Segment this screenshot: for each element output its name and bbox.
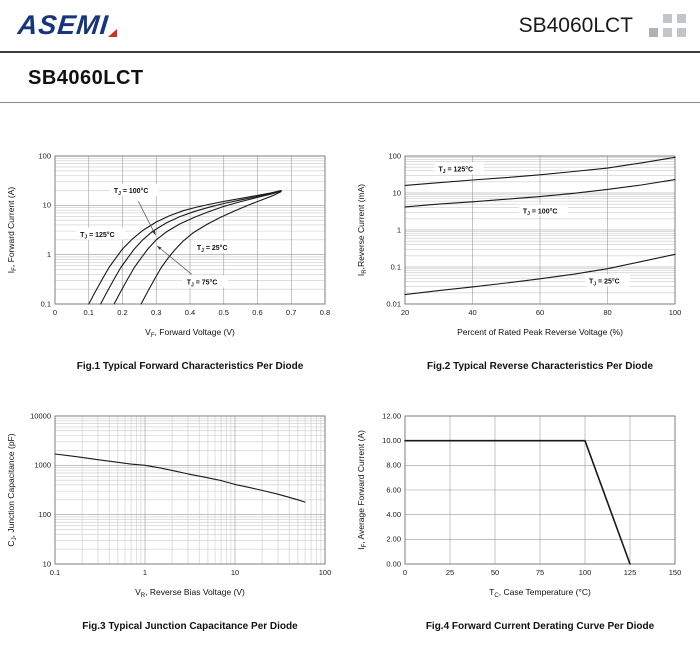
svg-text:0.8: 0.8 — [320, 308, 330, 317]
figure-3-junction-capacitance: 0.1 1 10 100 10 100 1000 10000 CJ, Junction Capa… — [0, 408, 350, 632]
logo-red-accent-icon — [107, 29, 117, 37]
svg-text:TJ = 125°C: TJ = 125°C — [439, 165, 474, 175]
figure-2-caption: Fig.2 Typical Reverse Characteristics Pe… — [426, 361, 654, 372]
svg-text:CJ, Junction Capacitance (pF): CJ, Junction Capacitance (pF) — [6, 433, 18, 546]
svg-text:0.6: 0.6 — [252, 308, 262, 317]
page-title: SB4060LCT — [28, 67, 144, 89]
svg-text:20: 20 — [401, 308, 409, 317]
asemi-logo: ASEMI — [16, 10, 117, 41]
svg-text:TJ = 75°C: TJ = 75°C — [187, 279, 218, 289]
svg-text:6.00: 6.00 — [386, 485, 401, 494]
title-divider — [0, 102, 700, 103]
svg-text:25: 25 — [446, 568, 454, 577]
svg-text:80: 80 — [603, 308, 611, 317]
figure-1-forward-characteristics: 0 0.1 0.2 0.3 0.4 0.5 0.6 0.7 0.8 0.1 1 10 100 TJ = 1… — [0, 148, 350, 372]
svg-text:1: 1 — [143, 568, 147, 577]
svg-text:12.00: 12.00 — [382, 411, 401, 420]
header-right: SB4060LCT — [519, 14, 688, 38]
figure-4-derating-curve: 0 25 50 75 100 125 150 0.00 2.00 4.00 6.00 8.00 10.0… — [350, 408, 700, 632]
svg-text:4.00: 4.00 — [386, 510, 401, 519]
svg-text:TJ = 125°C: TJ = 125°C — [80, 231, 115, 241]
charts-grid: 0 0.1 0.2 0.3 0.4 0.5 0.6 0.7 0.8 0.1 1 10 100 TJ = 1… — [0, 148, 700, 632]
svg-text:100: 100 — [669, 308, 682, 317]
svg-text:VR, Reverse Bias Voltage (V): VR, Reverse Bias Voltage (V) — [135, 587, 245, 599]
svg-text:0.00: 0.00 — [386, 559, 401, 568]
svg-text:TJ = 100°C: TJ = 100°C — [114, 187, 149, 197]
svg-text:100: 100 — [388, 151, 401, 160]
svg-text:0.4: 0.4 — [185, 308, 195, 317]
svg-text:40: 40 — [468, 308, 476, 317]
svg-text:10.00: 10.00 — [382, 436, 401, 445]
svg-text:1: 1 — [47, 250, 51, 259]
svg-text:10: 10 — [43, 559, 51, 568]
svg-text:10: 10 — [393, 188, 401, 197]
corner-squares-decoration — [649, 14, 686, 37]
svg-text:VF, Forward Voltage (V): VF, Forward Voltage (V) — [145, 327, 235, 339]
svg-text:0.7: 0.7 — [286, 308, 296, 317]
svg-text:50: 50 — [491, 568, 499, 577]
svg-text:0.2: 0.2 — [117, 308, 127, 317]
square-decoration — [663, 28, 672, 37]
asemi-logo-text: ASEMI — [16, 10, 111, 40]
svg-text:0.5: 0.5 — [219, 308, 229, 317]
svg-text:2.00: 2.00 — [386, 535, 401, 544]
svg-text:10: 10 — [43, 201, 51, 210]
svg-text:0.3: 0.3 — [151, 308, 161, 317]
figure-4-plot: 0 25 50 75 100 125 150 0.00 2.00 4.00 6.00 8.00 10.0… — [356, 411, 682, 599]
figure-2-plot: 20 40 60 80 100 0.01 0.1 1 10 100 TJ = 125°C TJ = 1… — [356, 151, 682, 337]
svg-text:TJ = 100°C: TJ = 100°C — [523, 207, 558, 217]
svg-text:TJ = 25°C: TJ = 25°C — [589, 278, 620, 288]
svg-text:0.1: 0.1 — [50, 568, 60, 577]
figure-3-caption: Fig.3 Typical Junction Capacitance Per D… — [82, 621, 298, 632]
svg-text:0.1: 0.1 — [391, 262, 401, 271]
figure-2-reverse-characteristics: 20 40 60 80 100 0.01 0.1 1 10 100 TJ = 125°C TJ = 1… — [350, 148, 700, 372]
svg-text:10000: 10000 — [30, 411, 51, 420]
svg-text:10: 10 — [231, 568, 239, 577]
header-part-number: SB4060LCT — [518, 13, 633, 37]
svg-text:IR,Reverse Current (mA): IR,Reverse Current (mA) — [356, 184, 368, 276]
svg-text:0.1: 0.1 — [41, 299, 51, 308]
svg-text:100: 100 — [579, 568, 592, 577]
svg-text:TJ = 25°C: TJ = 25°C — [197, 244, 228, 254]
svg-text:100: 100 — [38, 151, 51, 160]
square-decoration — [649, 28, 658, 37]
svg-text:0: 0 — [53, 308, 57, 317]
svg-text:8.00: 8.00 — [386, 461, 401, 470]
svg-text:125: 125 — [624, 568, 637, 577]
svg-text:75: 75 — [536, 568, 544, 577]
svg-text:IF, Average Forward Current (A: IF, Average Forward Current (A) — [356, 430, 368, 550]
svg-text:60: 60 — [536, 308, 544, 317]
figure-3-plot: 0.1 1 10 100 10 100 1000 10000 CJ, Junction Capa… — [6, 411, 332, 599]
svg-text:0.01: 0.01 — [386, 299, 401, 308]
square-decoration — [677, 28, 686, 37]
svg-text:150: 150 — [669, 568, 682, 577]
svg-text:1: 1 — [397, 225, 401, 234]
page-header: ASEMI SB4060LCT — [0, 0, 700, 51]
svg-text:0.1: 0.1 — [84, 308, 94, 317]
figure-4-caption: Fig.4 Forward Current Derating Curve Per… — [425, 621, 655, 632]
square-decoration — [663, 14, 672, 23]
svg-text:1000: 1000 — [34, 461, 51, 470]
svg-text:Percent of Rated Peak Reverse: Percent of Rated Peak Reverse Voltage (%… — [457, 327, 623, 337]
svg-text:100: 100 — [38, 510, 51, 519]
svg-text:TC, Case Temperature (°C): TC, Case Temperature (°C) — [489, 587, 591, 599]
square-decoration — [677, 14, 686, 23]
svg-text:0: 0 — [403, 568, 407, 577]
header-divider — [0, 51, 700, 53]
svg-text:100: 100 — [319, 568, 332, 577]
svg-text:IF, Forward Current (A): IF, Forward Current (A) — [6, 187, 18, 274]
figure-1-caption: Fig.1 Typical Forward Characteristics Pe… — [76, 361, 304, 372]
